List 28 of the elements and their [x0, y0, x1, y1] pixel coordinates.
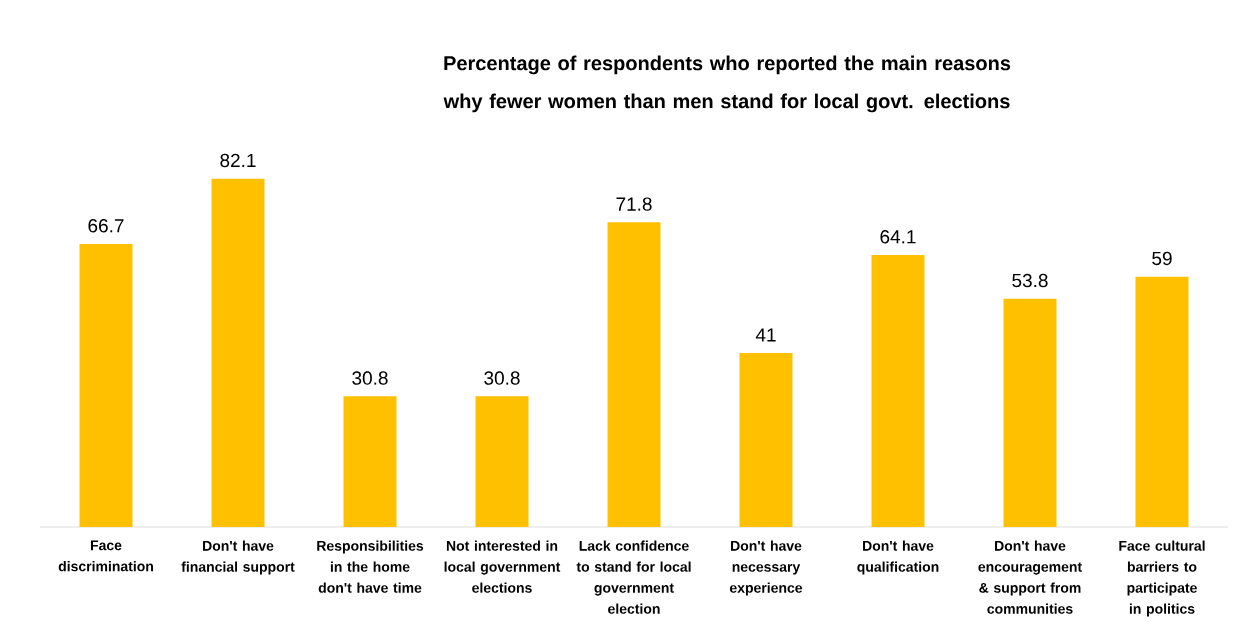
- data-label: 71.8: [616, 197, 652, 211]
- x-tick-label: Face discrimination: [58, 540, 153, 572]
- x-tick-label: Face cultural barriers to participate in politics: [1119, 540, 1205, 617]
- bar: [1003, 298, 1057, 527]
- bar: [607, 222, 661, 527]
- bar: [79, 244, 133, 527]
- x-tick-label: Lack confidence to stand for local government election: [576, 540, 691, 614]
- x-tick-label: Not interested in local government elections: [444, 540, 561, 593]
- x-tick-label: Don't have financial support: [181, 540, 295, 575]
- data-label: 66.7: [88, 219, 124, 233]
- data-label: 82.1: [220, 153, 256, 168]
- data-label: 53.8: [1012, 273, 1048, 288]
- bar: [739, 353, 793, 527]
- bar: [1135, 276, 1189, 527]
- bar: [871, 255, 925, 527]
- bar: [475, 396, 529, 527]
- data-label: 41: [755, 328, 776, 342]
- bar: [211, 178, 265, 527]
- x-tick-label: Responsibilities in the home don't have time: [317, 540, 424, 593]
- bar: [343, 396, 397, 527]
- data-label: 30.8: [484, 371, 520, 385]
- x-tick-label: Don't have qualification: [857, 540, 939, 575]
- chart-title: Percentage of respondents who reported the main reasons why fewer women than men stand for local govt. elections: [443, 55, 1011, 113]
- x-tick-label: Don't have necessary experience: [729, 540, 803, 596]
- data-label: 30.8: [352, 371, 388, 385]
- data-label: 59: [1152, 251, 1172, 266]
- data-label: 64.1: [880, 230, 916, 244]
- x-tick-label: Don't have encouragement & support from communities: [978, 540, 1082, 614]
